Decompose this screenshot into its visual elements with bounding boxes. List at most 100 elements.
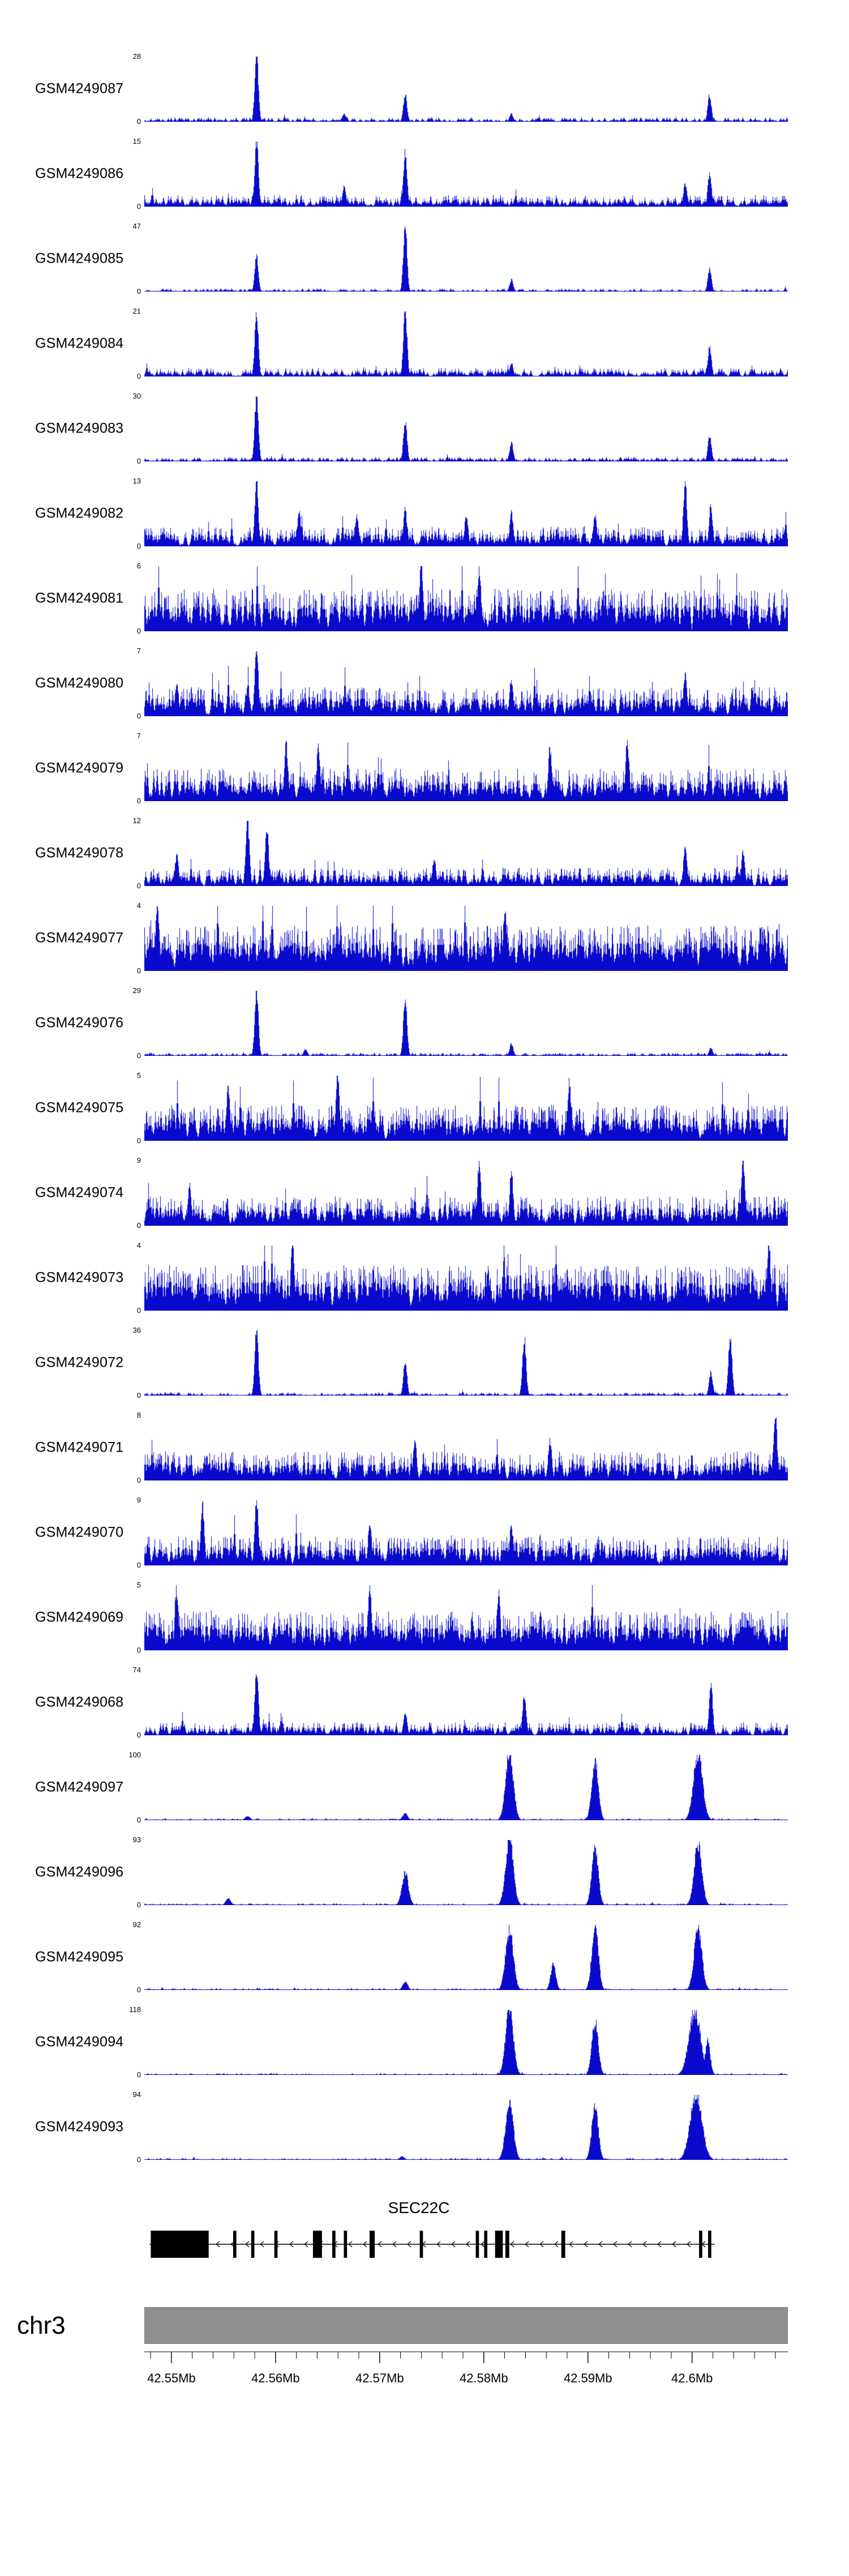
track-label: GSM4249082 <box>35 505 124 521</box>
signal-plot: 30 0 <box>133 392 788 465</box>
track-label: GSM4249096 <box>35 1864 124 1880</box>
signal-track-row: GSM4249070 9 0 <box>0 1496 849 1585</box>
svg-text:42.6Mb: 42.6Mb <box>671 2371 713 2385</box>
y-axis-zero-value: 0 <box>136 1901 141 1909</box>
y-axis-max-value: 4 <box>136 1241 141 1250</box>
signal-track-row: GSM4249068 74 0 <box>0 1666 849 1755</box>
y-axis-zero-value: 0 <box>136 2070 141 2079</box>
y-axis-max-value: 100 <box>128 1751 141 1759</box>
signal-track-row: GSM4249077 4 0 <box>0 902 849 991</box>
axis-tick-labels: 42.55Mb 42.56Mb 42.57Mb 42.58Mb 42.59Mb 42.6M… <box>147 2371 713 2385</box>
gene-model <box>149 2231 715 2258</box>
signal-plot: 36 0 <box>133 1326 788 1399</box>
chromosome-ideogram <box>144 2307 788 2344</box>
signal-plot: 28 0 <box>133 53 788 125</box>
track-label: GSM4249077 <box>35 930 124 946</box>
signal-track-row: GSM4249083 30 0 <box>0 392 849 481</box>
y-axis-zero-value: 0 <box>136 2155 141 2164</box>
y-axis-zero-value: 0 <box>136 1476 141 1484</box>
y-axis-max-value: 28 <box>132 52 141 61</box>
signal-track-row: GSM4249076 29 0 <box>0 987 849 1076</box>
y-axis-zero-value: 0 <box>136 797 141 805</box>
y-axis-max-value: 21 <box>132 307 141 315</box>
y-axis-zero-value: 0 <box>136 1391 141 1400</box>
track-label: GSM4249074 <box>35 1184 124 1201</box>
track-label: GSM4249070 <box>35 1524 124 1541</box>
signal-plot: 13 0 <box>133 477 788 550</box>
track-label: GSM4249094 <box>35 2034 124 2050</box>
y-axis-zero-value: 0 <box>136 457 141 465</box>
signal-plot: 47 0 <box>133 222 788 295</box>
track-label: GSM4249095 <box>35 1949 124 1965</box>
track-label: GSM4249069 <box>35 1609 124 1625</box>
y-axis-max-value: 7 <box>136 647 141 655</box>
track-label: GSM4249086 <box>35 165 124 182</box>
y-axis-max-value: 5 <box>136 1071 141 1080</box>
signal-track-row: GSM4249080 7 0 <box>0 647 849 736</box>
y-axis-max-value: 29 <box>132 986 141 995</box>
track-label: GSM4249079 <box>35 760 124 776</box>
y-axis-zero-value: 0 <box>136 117 141 126</box>
track-label: GSM4249083 <box>35 420 124 437</box>
signal-plot: 74 0 <box>133 1666 788 1739</box>
track-label: GSM4249078 <box>35 845 124 861</box>
signal-plot: 15 0 <box>133 138 788 210</box>
signal-track-row: GSM4249078 12 0 <box>0 817 849 906</box>
track-label: GSM4249073 <box>35 1269 124 1286</box>
signal-track-row: GSM4249082 13 0 <box>0 477 849 566</box>
signal-area-canvas <box>144 736 788 801</box>
signal-area-canvas <box>144 481 788 546</box>
signal-area-canvas <box>144 651 788 716</box>
svg-text:42.56Mb: 42.56Mb <box>251 2371 300 2385</box>
svg-text:42.58Mb: 42.58Mb <box>460 2371 508 2385</box>
signal-area-canvas <box>144 566 788 631</box>
y-axis-max-value: 12 <box>132 816 141 825</box>
track-label: GSM4249076 <box>35 1015 124 1031</box>
signal-area-canvas <box>144 1330 788 1396</box>
signal-tracks: GSM4249087 28 0 GSM4249086 15 0 GSM4249085 47 0 G… <box>0 53 849 2180</box>
signal-area-canvas <box>144 906 788 971</box>
signal-area-canvas <box>144 1840 788 1905</box>
signal-area-canvas <box>144 1670 788 1735</box>
y-axis-zero-value: 0 <box>136 1816 141 1824</box>
y-axis-zero-value: 0 <box>136 1561 141 1569</box>
y-axis-max-value: 15 <box>132 137 141 146</box>
y-axis-zero-value: 0 <box>136 1136 141 1145</box>
signal-area-canvas <box>144 226 788 292</box>
y-axis-max-value: 92 <box>132 1920 141 1929</box>
svg-text:42.55Mb: 42.55Mb <box>147 2371 196 2385</box>
gene-annotation-track: SEC22C <box>0 2174 849 2287</box>
signal-track-row: GSM4249087 28 0 <box>0 53 849 142</box>
signal-area-canvas <box>144 396 788 461</box>
y-axis-max-value: 30 <box>132 392 141 400</box>
gene-exons <box>151 2231 711 2258</box>
y-axis-zero-value: 0 <box>136 712 141 720</box>
signal-plot: 21 0 <box>133 307 788 380</box>
signal-track-row: GSM4249074 9 0 <box>0 1157 849 1246</box>
signal-area-canvas <box>144 1246 788 1311</box>
y-axis-zero-value: 0 <box>136 1646 141 1654</box>
y-axis-zero-value: 0 <box>136 287 141 296</box>
signal-track-row: GSM4249081 6 0 <box>0 562 849 651</box>
y-axis-max-value: 36 <box>132 1326 141 1334</box>
signal-track-row: GSM4249084 21 0 <box>0 307 849 396</box>
track-label: GSM4249097 <box>35 1779 124 1795</box>
chromosome-row: chr3 <box>0 2307 849 2344</box>
track-label: GSM4249075 <box>35 1099 124 1116</box>
y-axis-max-value: 8 <box>136 1411 141 1419</box>
track-label: GSM4249071 <box>35 1439 124 1456</box>
signal-area-canvas <box>144 1076 788 1141</box>
signal-area-canvas <box>144 1585 788 1650</box>
signal-area-canvas <box>144 1415 788 1480</box>
track-label: GSM4249093 <box>35 2119 124 2135</box>
signal-area-canvas <box>144 57 788 122</box>
signal-track-row: GSM4249086 15 0 <box>0 138 849 226</box>
y-axis-zero-value: 0 <box>136 627 141 635</box>
track-label: GSM4249081 <box>35 590 124 606</box>
